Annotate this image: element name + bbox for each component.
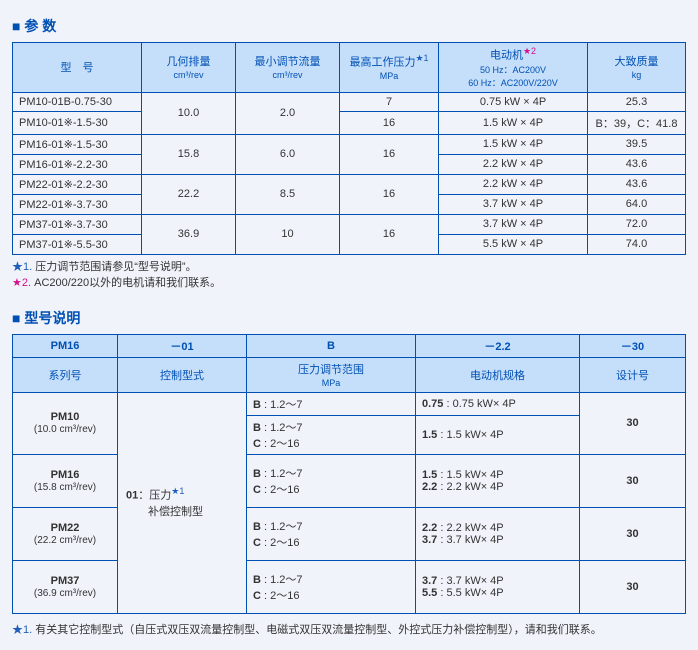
th-design: 设计号 — [580, 357, 686, 392]
th-motor: 电动机★2 50 Hz：AC200V 60 Hz：AC200V/220V — [439, 43, 588, 93]
code-cell: －30 — [580, 334, 686, 357]
table-row: PM10 (10.0 cm³/rev) 01：压力★1 补偿控制型 B : 1.… — [13, 392, 686, 415]
th-motorspec: 电动机规格 — [416, 357, 580, 392]
th-press: 压力调节范围 MPa — [247, 357, 416, 392]
table-row: PM16 (15.8 cm³/rev) B : 1.2～7 C : 2～16 1… — [13, 454, 686, 507]
th-model: 型 号 — [13, 43, 142, 93]
th-disp: 几何排量 cm³/rev — [142, 43, 236, 93]
table-row: PM10-01B-0.75-30 10.0 2.0 7 0.75 kW × 4P… — [13, 92, 686, 111]
code-cell: －2.2 — [416, 334, 580, 357]
section-title-model: 型号说明 — [12, 308, 686, 328]
model-notes: ★1. 有关其它控制型式（自压式双压双流量控制型、电磁式双压双流量控制型、外控式… — [12, 622, 686, 639]
th-minflow: 最小调节流量 cm³/rev — [236, 43, 340, 93]
th-ctrl: 控制型式 — [118, 357, 247, 392]
params-table: 型 号 几何排量 cm³/rev 最小调节流量 cm³/rev 最高工作压力★1… — [12, 42, 686, 255]
th-mass: 大致质量 kg — [588, 43, 686, 93]
code-cell: －01 — [118, 334, 247, 357]
table-row: PM22-01※-2.2-30 22.2 8.5 16 2.2 kW × 4P … — [13, 174, 686, 194]
params-notes: ★1. 压力调节范围请参见“型号说明”。 ★2. AC200/220以外的电机请… — [12, 259, 686, 292]
code-cell: PM16 — [13, 334, 118, 357]
table-row: PM22 (22.2 cm³/rev) B : 1.2～7 C : 2～16 2… — [13, 507, 686, 560]
table-row: PM16-01※-1.5-30 15.8 6.0 16 1.5 kW × 4P … — [13, 134, 686, 154]
th-maxpress: 最高工作压力★1 MPa — [340, 43, 439, 93]
code-cell: B — [247, 334, 416, 357]
table-row: PM37-01※-3.7-30 36.9 10 16 3.7 kW × 4P 7… — [13, 214, 686, 234]
section-title-params: 参 数 — [12, 16, 686, 36]
th-series: 系列号 — [13, 357, 118, 392]
table-row: PM10-01※-1.5-30 16 1.5 kW × 4P B：39，C：41… — [13, 111, 686, 134]
table-row: PM37 (36.9 cm³/rev) B : 1.2～7 C : 2～16 3… — [13, 560, 686, 613]
model-table: PM16 －01 B －2.2 －30 系列号 控制型式 压力调节范围 MPa … — [12, 334, 686, 614]
